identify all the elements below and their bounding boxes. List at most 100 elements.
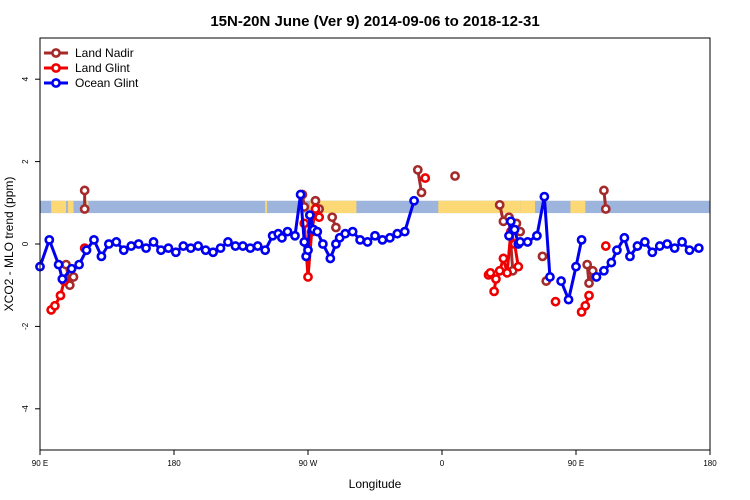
data-point xyxy=(502,267,513,278)
data-point xyxy=(223,237,233,247)
data-point xyxy=(491,274,501,284)
data-point xyxy=(599,265,609,276)
data-point xyxy=(49,300,60,311)
data-point xyxy=(118,245,129,256)
data-point xyxy=(185,243,196,254)
data-point xyxy=(327,212,338,223)
land-band-segment xyxy=(520,200,536,214)
data-point xyxy=(260,245,271,256)
series-land-nadir xyxy=(61,164,611,291)
data-point xyxy=(57,274,68,284)
data-point xyxy=(545,272,555,282)
data-point xyxy=(580,300,591,311)
data-point xyxy=(111,237,122,247)
data-point xyxy=(252,241,263,251)
data-point xyxy=(355,234,366,245)
data-point xyxy=(299,237,310,247)
x-tick-label: 180 xyxy=(167,459,181,468)
data-point xyxy=(312,226,323,237)
data-point xyxy=(314,212,325,223)
data-point xyxy=(304,210,315,221)
data-point xyxy=(505,216,516,227)
data-point xyxy=(384,232,395,243)
data-point xyxy=(684,245,695,256)
data-point xyxy=(79,204,90,214)
data-point xyxy=(556,276,567,286)
y-tick-label: 4 xyxy=(21,76,30,81)
data-point xyxy=(103,239,114,249)
data-point xyxy=(178,241,189,251)
data-point xyxy=(200,245,211,256)
data-point xyxy=(515,237,526,247)
x-axis-label: Longitude xyxy=(349,477,402,491)
land-band-segment xyxy=(51,200,67,214)
land-band-segment xyxy=(265,200,268,214)
data-point xyxy=(310,195,321,206)
data-point xyxy=(550,296,561,307)
data-point xyxy=(504,230,514,241)
data-point xyxy=(489,286,500,297)
data-point xyxy=(522,237,533,247)
data-point xyxy=(399,226,410,237)
data-point xyxy=(513,261,524,272)
data-point xyxy=(170,247,181,258)
data-point xyxy=(303,272,313,282)
data-point xyxy=(563,294,574,305)
data-point xyxy=(584,278,594,289)
data-point xyxy=(532,230,542,241)
y-tick-label: -2 xyxy=(21,322,30,330)
data-point xyxy=(639,237,650,247)
data-point xyxy=(591,272,602,282)
data-point xyxy=(74,259,84,270)
x-tick-label: 180 xyxy=(703,459,717,468)
data-point xyxy=(669,243,680,254)
data-point xyxy=(53,259,64,270)
data-point xyxy=(44,234,55,245)
data-point xyxy=(126,241,137,251)
data-point xyxy=(392,228,403,239)
data-point xyxy=(606,257,617,268)
data-point xyxy=(539,191,550,202)
data-point xyxy=(156,245,166,256)
data-point xyxy=(584,290,594,301)
data-point xyxy=(89,234,99,245)
series-ocean-glint xyxy=(35,189,704,305)
data-point xyxy=(208,247,218,258)
data-point xyxy=(654,241,665,251)
data-point xyxy=(282,226,293,237)
data-point xyxy=(600,204,611,214)
data-point xyxy=(237,241,248,251)
data-point xyxy=(494,199,505,210)
legend-marker xyxy=(51,78,61,88)
data-point xyxy=(290,230,300,241)
data-point xyxy=(632,241,643,251)
series-layer xyxy=(35,164,704,317)
data-point xyxy=(81,245,92,256)
data-point xyxy=(310,204,321,214)
legend-marker xyxy=(51,48,61,58)
data-point xyxy=(677,237,687,247)
data-point xyxy=(66,263,77,274)
data-point xyxy=(498,253,509,264)
legend-label: Ocean Glint xyxy=(75,76,139,90)
data-point xyxy=(420,173,431,183)
data-point xyxy=(571,261,581,272)
legend-label: Land Glint xyxy=(75,61,130,75)
legend-item: Land Nadir xyxy=(44,46,134,60)
x-tick-label: 90 E xyxy=(32,459,48,468)
data-point xyxy=(619,232,630,243)
x-axis: 90 E 180 90 W 0 90 E 180 xyxy=(32,450,717,468)
data-point xyxy=(295,189,306,200)
data-point xyxy=(245,243,256,254)
data-point xyxy=(409,195,419,206)
data-point xyxy=(494,265,505,276)
data-point xyxy=(576,234,587,245)
x-tick-label: 90 E xyxy=(568,459,584,468)
legend-item: Land Glint xyxy=(44,61,130,75)
data-point xyxy=(96,251,107,262)
y-tick-label: 2 xyxy=(21,159,30,164)
y-axis: -4 -2 0 2 4 xyxy=(21,76,40,412)
data-point xyxy=(215,243,226,254)
data-point xyxy=(625,251,635,262)
